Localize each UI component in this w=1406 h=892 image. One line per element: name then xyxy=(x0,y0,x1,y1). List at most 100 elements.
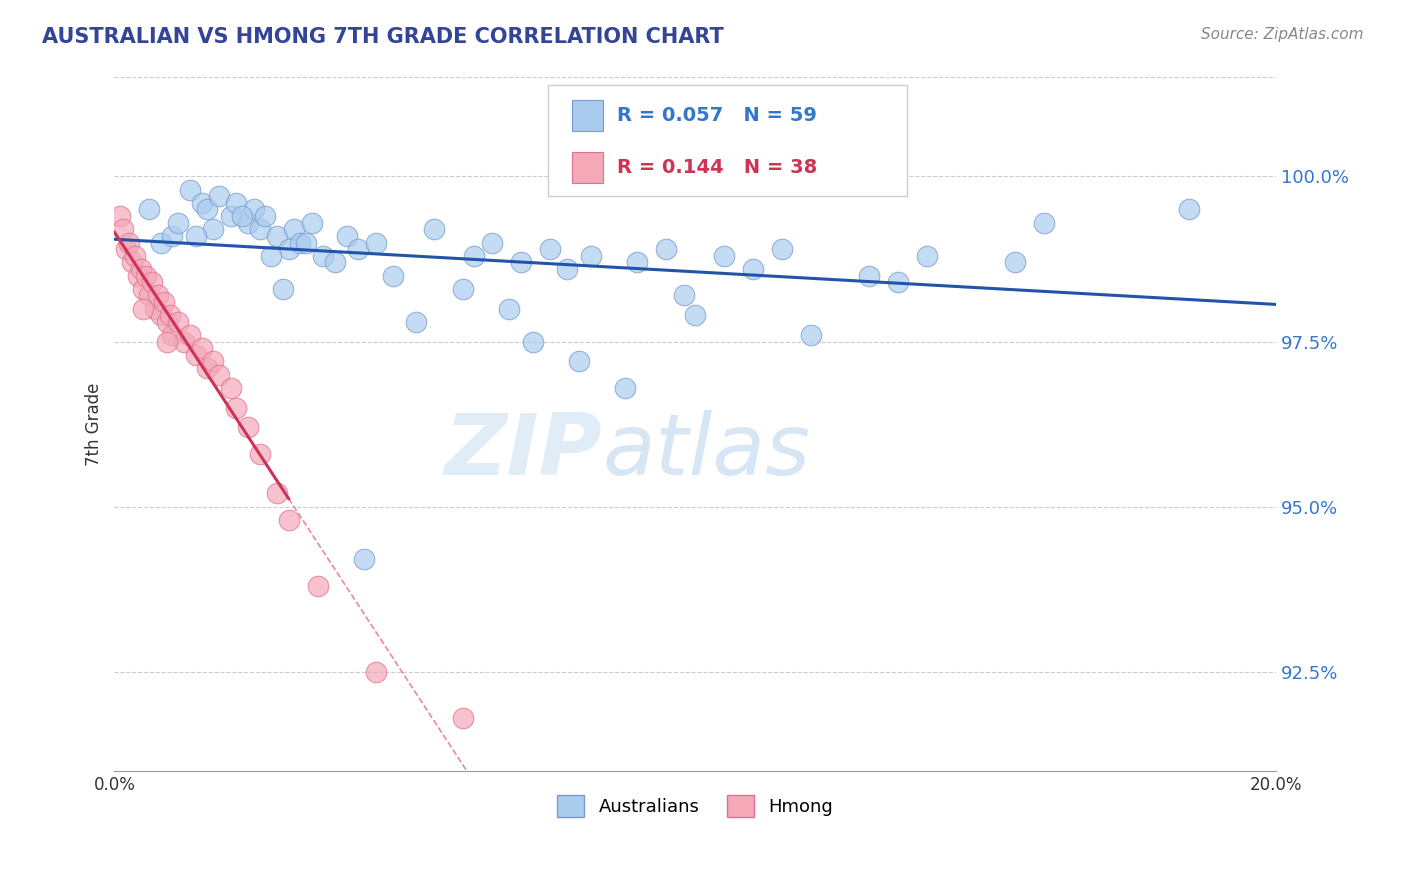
Point xyxy=(323,255,346,269)
Point xyxy=(312,249,335,263)
Point xyxy=(162,228,184,243)
Point xyxy=(626,255,648,269)
Point xyxy=(159,308,181,322)
Point xyxy=(271,282,294,296)
Point xyxy=(858,268,880,283)
Point xyxy=(208,368,231,382)
Point xyxy=(742,261,765,276)
Point xyxy=(208,189,231,203)
Text: AUSTRALIAN VS HMONG 7TH GRADE CORRELATION CHART: AUSTRALIAN VS HMONG 7TH GRADE CORRELATIO… xyxy=(42,27,724,46)
Point xyxy=(243,202,266,217)
Point xyxy=(254,209,277,223)
Point xyxy=(266,228,288,243)
Point xyxy=(118,235,141,250)
Point xyxy=(1004,255,1026,269)
Point xyxy=(423,222,446,236)
Point xyxy=(156,315,179,329)
Point xyxy=(115,242,138,256)
Point xyxy=(887,275,910,289)
Point xyxy=(121,255,143,269)
Point xyxy=(236,420,259,434)
Point xyxy=(295,235,318,250)
Point xyxy=(451,711,474,725)
Point xyxy=(184,348,207,362)
Point xyxy=(917,249,939,263)
Text: atlas: atlas xyxy=(602,410,810,493)
Legend: Australians, Hmong: Australians, Hmong xyxy=(550,788,841,824)
Point xyxy=(655,242,678,256)
Point xyxy=(110,209,132,223)
Point xyxy=(538,242,561,256)
Point xyxy=(195,202,218,217)
Point xyxy=(149,235,172,250)
Point xyxy=(614,381,637,395)
Y-axis label: 7th Grade: 7th Grade xyxy=(86,383,103,466)
Point xyxy=(579,249,602,263)
Point xyxy=(481,235,503,250)
Point xyxy=(382,268,405,283)
Point xyxy=(190,195,212,210)
Point xyxy=(498,301,520,316)
Point xyxy=(672,288,695,302)
Point xyxy=(202,354,225,368)
Point xyxy=(713,249,735,263)
Point xyxy=(132,282,155,296)
Point xyxy=(124,249,146,263)
Point xyxy=(219,209,242,223)
Point xyxy=(156,334,179,349)
Point xyxy=(112,222,135,236)
Point xyxy=(162,327,184,342)
Point xyxy=(301,216,323,230)
Point xyxy=(225,401,247,415)
Point xyxy=(249,222,271,236)
Point xyxy=(260,249,283,263)
Text: ZIP: ZIP xyxy=(444,410,602,493)
Point xyxy=(167,315,190,329)
Point xyxy=(266,486,288,500)
Point xyxy=(557,261,579,276)
Point xyxy=(307,579,329,593)
Text: Source: ZipAtlas.com: Source: ZipAtlas.com xyxy=(1201,27,1364,42)
Point xyxy=(138,202,160,217)
Point xyxy=(451,282,474,296)
Point xyxy=(405,315,427,329)
Point xyxy=(277,513,299,527)
Point xyxy=(770,242,793,256)
Point xyxy=(249,447,271,461)
Point xyxy=(202,222,225,236)
Point xyxy=(683,308,706,322)
Point xyxy=(283,222,305,236)
Point xyxy=(190,341,212,355)
Point xyxy=(173,334,195,349)
Point xyxy=(353,552,375,566)
Point xyxy=(138,288,160,302)
Point xyxy=(127,268,149,283)
Point xyxy=(236,216,259,230)
Text: R = 0.057   N = 59: R = 0.057 N = 59 xyxy=(617,106,817,125)
Point xyxy=(231,209,253,223)
Point xyxy=(132,301,155,316)
Point xyxy=(277,242,299,256)
Point xyxy=(219,381,242,395)
Point xyxy=(179,327,201,342)
Point xyxy=(364,665,387,679)
Point xyxy=(135,268,157,283)
Point xyxy=(1178,202,1201,217)
Point xyxy=(463,249,485,263)
Point xyxy=(364,235,387,250)
Point xyxy=(800,327,823,342)
Point xyxy=(129,261,152,276)
Point xyxy=(347,242,370,256)
Text: R = 0.144   N = 38: R = 0.144 N = 38 xyxy=(617,158,817,177)
Point xyxy=(510,255,533,269)
Point xyxy=(179,183,201,197)
Point xyxy=(1032,216,1054,230)
Point xyxy=(141,275,163,289)
Point xyxy=(146,288,169,302)
Point xyxy=(336,228,359,243)
Point xyxy=(143,301,166,316)
Point xyxy=(195,360,218,375)
Point xyxy=(568,354,591,368)
Point xyxy=(290,235,312,250)
Point xyxy=(225,195,247,210)
